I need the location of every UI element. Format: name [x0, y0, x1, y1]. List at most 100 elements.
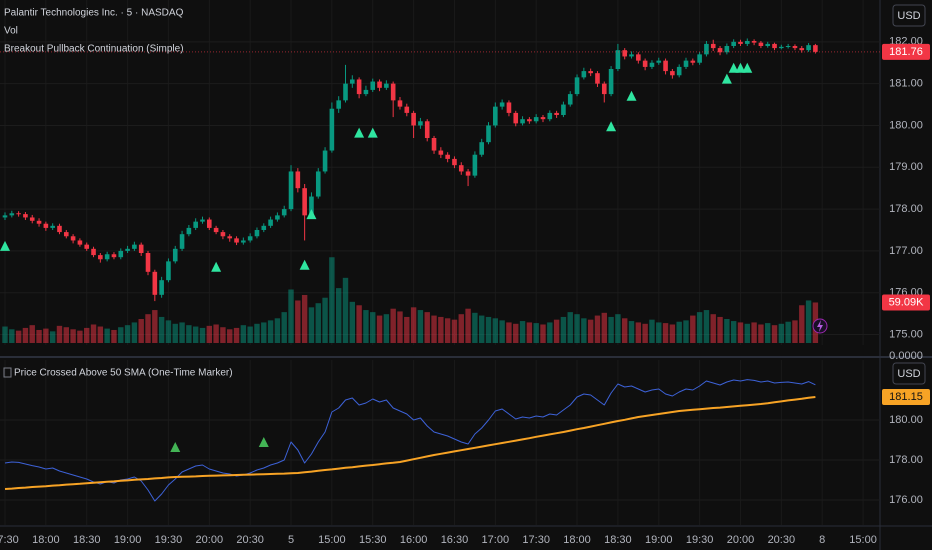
- volume-bar: [751, 322, 757, 343]
- volume-bar: [526, 322, 533, 343]
- candle-body: [636, 54, 641, 61]
- volume-bar: [220, 327, 226, 343]
- volume-bar: [288, 289, 294, 343]
- candle-body: [57, 225, 62, 233]
- currency-label[interactable]: USD: [897, 10, 920, 22]
- x-tick-label: 5: [288, 534, 294, 546]
- candle-body: [452, 158, 457, 166]
- volume-bar: [363, 310, 369, 343]
- candle-body: [574, 77, 580, 95]
- candle-body: [29, 217, 35, 221]
- candle-body: [731, 41, 736, 46]
- volume-bar: [376, 315, 383, 343]
- volume-bar: [383, 314, 390, 343]
- indicator-title: Breakout Pullback Continuation (Simple): [4, 44, 184, 55]
- candle-body: [554, 112, 559, 115]
- volume-bar: [438, 316, 444, 343]
- candle-body: [302, 188, 307, 216]
- x-tick-label: 15:30: [359, 534, 387, 546]
- candle-body: [138, 244, 144, 253]
- volume-bar: [574, 314, 580, 343]
- volume-bar: [84, 327, 90, 343]
- candle-body: [350, 79, 355, 84]
- volume-bar: [724, 318, 730, 343]
- candle-body: [213, 227, 219, 233]
- candle-body: [683, 60, 689, 67]
- volume-bar: [785, 321, 791, 343]
- y-tick-label: 181.00: [889, 78, 923, 90]
- volume-bar: [322, 297, 328, 343]
- candle-body: [193, 221, 198, 228]
- currency-button[interactable]: [892, 362, 926, 385]
- price-label-box: [882, 43, 930, 60]
- candle-body: [322, 150, 328, 172]
- candle-body: [370, 81, 376, 90]
- volume-bar: [90, 324, 97, 343]
- volume-bar: [138, 318, 144, 343]
- candle-body: [779, 46, 784, 49]
- cross-marker: [170, 442, 181, 452]
- candle-body: [91, 248, 96, 256]
- volume-bar: [683, 320, 689, 343]
- volume-bar: [513, 323, 519, 343]
- candle-body: [16, 213, 21, 215]
- x-tick-label: 18:00: [32, 534, 60, 546]
- candle-body: [486, 125, 491, 143]
- candle-body: [615, 50, 621, 69]
- volume-bar: [771, 325, 778, 343]
- volume-bar: [581, 318, 587, 343]
- y-tick-label: 178.00: [889, 203, 923, 215]
- volume-bar: [63, 327, 69, 343]
- cross-marker: [258, 437, 269, 447]
- candle-body: [438, 150, 444, 155]
- candle-body: [152, 271, 158, 295]
- signal-marker: [299, 259, 310, 270]
- volume-bar: [656, 322, 662, 343]
- volume-bar: [49, 331, 56, 343]
- volume-bar: [567, 312, 573, 343]
- candle-body: [704, 43, 709, 55]
- currency-button[interactable]: [892, 4, 926, 27]
- volume-bar: [608, 316, 614, 343]
- x-tick-label: 17:00: [482, 534, 510, 546]
- volume-bar: [594, 315, 601, 343]
- x-tick-label: 15:00: [318, 534, 346, 546]
- candle-body: [384, 83, 389, 88]
- candle-body: [445, 154, 450, 159]
- volume-bar: [703, 310, 710, 343]
- volume-bar: [43, 328, 49, 343]
- candle-body: [806, 45, 811, 51]
- volume-bar: [465, 308, 471, 343]
- volume-bar: [444, 318, 451, 343]
- candle-body: [717, 48, 723, 53]
- volume-bar: [254, 323, 260, 343]
- signal-marker: [735, 62, 746, 73]
- x-tick-label: 16:00: [400, 534, 428, 546]
- candle-body: [63, 232, 69, 237]
- volume-bar: [370, 312, 376, 343]
- signal-marker: [0, 240, 10, 251]
- volume-bar: [172, 323, 178, 343]
- indicator-icon: [3, 367, 12, 378]
- volume-bar: [690, 315, 696, 343]
- candle-body: [533, 117, 539, 122]
- volume-bar: [104, 328, 110, 343]
- price-label-box: [882, 389, 930, 405]
- candle-body: [799, 48, 805, 51]
- volume-bar: [744, 323, 750, 343]
- volume-bar: [124, 325, 131, 343]
- x-tick-label: 17:30: [522, 534, 550, 546]
- volume-bar: [356, 305, 362, 343]
- volume-bar: [315, 303, 321, 343]
- volume-bar: [192, 326, 199, 343]
- candle-body: [561, 104, 566, 115]
- x-tick-label: 19:30: [155, 534, 183, 546]
- candle-body: [281, 209, 287, 216]
- volume-bar: [499, 320, 505, 343]
- candle-body: [118, 250, 124, 258]
- currency-label[interactable]: USD: [897, 368, 920, 380]
- candle-body: [458, 165, 464, 172]
- signal-marker: [606, 121, 617, 132]
- volume-bar: [628, 321, 635, 343]
- candle-body: [527, 119, 532, 122]
